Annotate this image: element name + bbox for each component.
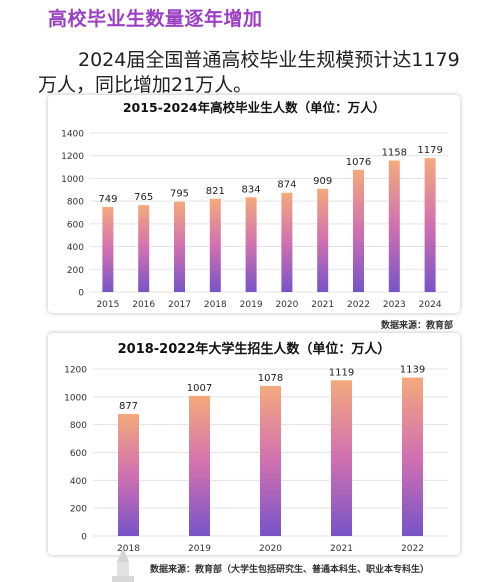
- y-tick-label: 600: [67, 220, 84, 230]
- y-tick-label: 600: [70, 449, 87, 459]
- chart-title: 2018-2022年大学生招生人数（单位：万人）: [118, 341, 391, 357]
- x-tick-label: 2020: [275, 300, 298, 310]
- bar: [260, 385, 281, 536]
- y-tick-label: 800: [70, 421, 87, 431]
- chart2-source-note: 数据来源：教育部（大学生包括研究生、普通本科生、职业本专科生）: [150, 565, 430, 575]
- bar-value-label: 909: [313, 176, 332, 187]
- x-tick-label: 2022: [401, 544, 424, 554]
- bar-value-label: 1078: [258, 373, 283, 384]
- bar-value-label: 749: [98, 194, 117, 205]
- bar: [424, 158, 436, 292]
- bar: [138, 205, 150, 292]
- bar: [317, 188, 329, 292]
- bar: [331, 380, 352, 536]
- x-tick-label: 2024: [419, 300, 442, 310]
- bar-value-label: 821: [206, 186, 225, 197]
- bar-value-label: 1158: [382, 147, 407, 158]
- y-tick-label: 0: [78, 289, 84, 299]
- y-tick-label: 400: [70, 477, 87, 487]
- bar-value-label: 1179: [417, 145, 442, 156]
- x-tick-label: 2021: [311, 300, 334, 310]
- y-tick-label: 800: [67, 198, 84, 208]
- bar: [189, 395, 210, 536]
- y-tick-label: 1000: [64, 393, 87, 403]
- page-heading: 高校毕业生数量逐年增加: [48, 8, 263, 30]
- x-tick-label: 2019: [240, 300, 263, 310]
- bar-value-label: 765: [134, 192, 153, 203]
- bar-value-label: 1139: [400, 364, 425, 375]
- x-tick-label: 2021: [330, 544, 353, 554]
- enrollment-bar-chart: 2018-2022年大学生招生人数（单位：万人） 0 200 400 600 800 100…: [64, 341, 448, 554]
- x-tick-label: 2016: [132, 300, 155, 310]
- intro-paragraph: 2024届全国普通高校毕业生规模预计达1179万人，同比增加21万人。: [38, 49, 460, 96]
- enrollment-chart-panel: 2018-2022年大学生招生人数（单位：万人） 0 200 400 600 800 100…: [48, 333, 460, 555]
- bar: [402, 377, 423, 536]
- bar-value-label: 1119: [329, 367, 354, 378]
- bar: [102, 206, 114, 292]
- bar: [281, 192, 293, 292]
- x-tick-label: 2023: [383, 300, 406, 310]
- bar: [174, 201, 185, 292]
- x-tick-label: 2022: [347, 300, 370, 310]
- y-tick-label: 1000: [61, 175, 84, 185]
- bar: [245, 197, 257, 292]
- x-tick-label: 2019: [188, 544, 211, 554]
- bar: [209, 198, 221, 292]
- bar-value-label: 1007: [187, 383, 212, 394]
- x-tick-label: 2017: [168, 300, 191, 310]
- bar: [118, 413, 139, 536]
- chart-title: 2015-2024年高校毕业生人数（单位：万人）: [123, 100, 385, 115]
- y-tick-label: 200: [70, 505, 87, 515]
- bar-value-label: 1076: [346, 157, 371, 168]
- bar-value-label: 834: [242, 184, 261, 195]
- y-tick-label: 1200: [61, 152, 84, 162]
- bar: [353, 169, 364, 292]
- x-tick-label: 2020: [259, 544, 282, 554]
- tower-decoration-icon: [112, 548, 134, 582]
- bar-value-label: 874: [277, 180, 296, 191]
- x-tick-label: 2018: [117, 544, 140, 554]
- y-tick-label: 400: [67, 243, 84, 253]
- y-tick-label: 1200: [64, 366, 87, 376]
- y-tick-label: 200: [67, 266, 84, 276]
- y-tick-label: 1400: [61, 130, 84, 140]
- x-tick-label: 2015: [96, 300, 119, 310]
- chart1-source-note: 数据来源：教育部: [380, 321, 453, 331]
- y-tick-label: 0: [81, 533, 87, 543]
- bar-value-label: 795: [170, 189, 189, 200]
- bar: [388, 160, 400, 292]
- graduates-chart-panel: 2015-2024年高校毕业生人数（单位：万人） 0 200 400 600 800 100…: [48, 95, 460, 313]
- bar-value-label: 877: [119, 401, 138, 412]
- graduates-bar-chart: 2015-2024年高校毕业生人数（单位：万人） 0 200 400 600 800 100…: [61, 100, 448, 310]
- x-tick-label: 2018: [204, 300, 227, 310]
